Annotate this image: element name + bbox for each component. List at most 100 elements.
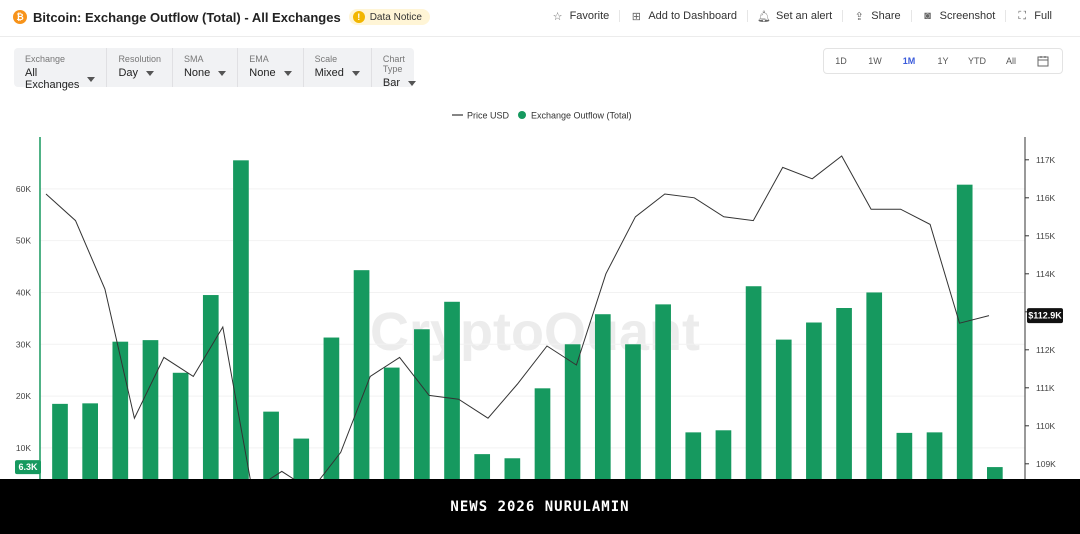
- ema-value: None: [249, 67, 276, 79]
- outflow-bar[interactable]: [866, 292, 883, 479]
- outflow-bar[interactable]: [383, 367, 400, 479]
- share-button[interactable]: ⇪ Share: [842, 10, 910, 23]
- outflow-bar[interactable]: [926, 432, 943, 479]
- current-outflow-tag-bg: [15, 460, 41, 475]
- outflow-bar[interactable]: [987, 467, 1003, 479]
- outflow-bar[interactable]: [172, 372, 189, 479]
- range-1m-button[interactable]: 1M: [902, 56, 916, 66]
- chart-legend: Price USD Exchange Outflow (Total): [452, 111, 632, 121]
- outflow-bar[interactable]: [414, 329, 430, 479]
- star-icon: ☆: [552, 10, 563, 23]
- current-outflow-tag: 6.3K: [15, 460, 41, 475]
- right-tick-label: 109K: [1036, 459, 1056, 469]
- legend-price-label[interactable]: Price USD: [467, 111, 510, 121]
- outflow-bar[interactable]: [775, 339, 792, 479]
- resolution-select[interactable]: Resolution Day: [107, 48, 173, 87]
- chevron-down-icon: [146, 70, 154, 76]
- screenshot-label: Screenshot: [939, 10, 996, 22]
- range-1d-button[interactable]: 1D: [835, 56, 847, 66]
- range-1w-button[interactable]: 1W: [868, 56, 882, 66]
- outflow-bar[interactable]: [836, 308, 852, 479]
- outflow-bar[interactable]: [293, 438, 310, 479]
- screenshot-button[interactable]: ◙ Screenshot: [910, 10, 1006, 22]
- left-tick-label: 60K: [16, 184, 31, 194]
- outflow-bar[interactable]: [806, 322, 822, 479]
- fullscreen-button[interactable]: ⛶ Full: [1005, 10, 1062, 22]
- exchange-outflow-chart[interactable]: Price USD Exchange Outflow (Total) Crypt…: [0, 100, 1080, 479]
- current-price-label: $112.9K: [1028, 311, 1062, 321]
- sma-value: None: [183, 67, 211, 79]
- outflow-bar[interactable]: [142, 340, 159, 479]
- exchange-label: Exchange: [25, 54, 66, 64]
- outflow-bar[interactable]: [715, 430, 732, 479]
- outflow-bar[interactable]: [202, 295, 219, 479]
- chevron-down-icon: [87, 76, 96, 82]
- favorite-button[interactable]: ☆ Favorite: [542, 10, 620, 23]
- outflow-bar[interactable]: [956, 184, 973, 479]
- camera-icon: ◙: [924, 10, 931, 22]
- set-alert-button[interactable]: 🔔︎ Set an alert: [746, 10, 842, 23]
- outflow-bar[interactable]: [353, 270, 370, 479]
- exchange-select[interactable]: Exchange All Exchanges: [14, 48, 108, 91]
- outflow-bar[interactable]: [625, 344, 641, 479]
- header-actions: ☆ Favorite ⊞ Add to Dashboard 🔔︎ Set an ale…: [542, 10, 1062, 23]
- outflow-bar[interactable]: [685, 432, 702, 479]
- outflow-bar[interactable]: [52, 403, 68, 479]
- current-price-tag: $112.9K: [1027, 308, 1063, 324]
- ema-label: EMA: [249, 54, 269, 64]
- legend-outflow-swatch: [518, 111, 526, 119]
- range-ytd-button[interactable]: YTD: [968, 56, 986, 66]
- outflow-bars: [52, 160, 1003, 479]
- outflow-bar[interactable]: [745, 286, 762, 479]
- outflow-bar[interactable]: [655, 304, 671, 479]
- left-axis-ticks: 10K 20K 30K 40K 50K 60K: [16, 184, 31, 453]
- favorite-label: Favorite: [569, 10, 610, 22]
- left-tick-label: 30K: [16, 339, 31, 349]
- exchange-value: All Exchanges: [25, 67, 80, 91]
- add-to-dashboard-button[interactable]: ⊞ Add to Dashboard: [619, 10, 747, 23]
- fullscreen-label: Full: [1034, 10, 1052, 22]
- data-notice-badge[interactable]: ! Data Notice: [348, 9, 430, 25]
- dashboard-add-icon: ⊞: [631, 10, 641, 23]
- right-tick-label: 110K: [1036, 421, 1056, 431]
- resolution-value: Day: [118, 67, 138, 79]
- sma-select[interactable]: SMA None: [173, 48, 239, 87]
- range-all-button[interactable]: All: [1005, 56, 1016, 66]
- outflow-bar[interactable]: [896, 432, 913, 479]
- current-price-tag-bg: [1027, 308, 1063, 324]
- add-to-dashboard-label: Add to Dashboard: [648, 10, 737, 22]
- range-1y-button[interactable]: 1Y: [937, 56, 949, 66]
- chart-type-value: Bar: [382, 77, 401, 89]
- outflow-bar[interactable]: [504, 458, 521, 479]
- outflow-bar[interactable]: [82, 403, 98, 479]
- outflow-bar[interactable]: [564, 344, 581, 479]
- sma-label: SMA: [183, 54, 204, 64]
- bitcoin-icon: ₿: [13, 10, 27, 24]
- outflow-bar[interactable]: [323, 337, 340, 479]
- outflow-bar[interactable]: [474, 454, 491, 479]
- scale-value: Mixed: [314, 67, 344, 79]
- share-icon: ⇪: [854, 10, 864, 23]
- outflow-bar[interactable]: [263, 411, 279, 479]
- chevron-down-icon: [408, 80, 417, 86]
- right-tick-label: 115K: [1036, 231, 1056, 241]
- outflow-bar[interactable]: [534, 388, 551, 479]
- chevron-down-icon: [283, 70, 292, 76]
- calendar-icon[interactable]: [1028, 55, 1058, 67]
- outflow-bar[interactable]: [594, 314, 611, 479]
- chart-type-select[interactable]: Chart Type Bar: [372, 48, 427, 89]
- left-tick-label: 50K: [16, 236, 31, 246]
- right-tick-label: 111K: [1036, 383, 1055, 393]
- left-tick-label: 40K: [16, 287, 31, 297]
- right-tick-label: 117K: [1036, 155, 1056, 165]
- current-outflow-label: 6.3K: [18, 462, 38, 472]
- footer-text: NEWS 2026 NURULAMIN: [450, 498, 630, 515]
- outflow-bar[interactable]: [112, 341, 129, 479]
- scale-select[interactable]: Scale Mixed: [304, 48, 372, 87]
- ema-select[interactable]: EMA None: [238, 48, 304, 87]
- legend-outflow-label[interactable]: Exchange Outflow (Total): [531, 111, 632, 121]
- gridlines: [40, 188, 1025, 449]
- outflow-bar[interactable]: [233, 160, 249, 479]
- outflow-bar[interactable]: [444, 301, 460, 479]
- price-line: [45, 155, 990, 479]
